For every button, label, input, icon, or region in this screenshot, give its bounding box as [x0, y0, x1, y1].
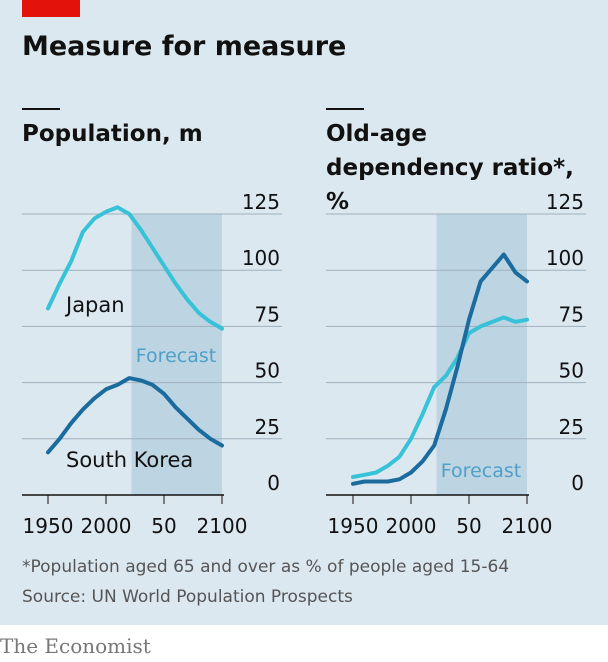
series-line: [46, 376, 224, 455]
y-tick-label: 0: [571, 471, 584, 495]
series-line: [351, 315, 529, 479]
forecast-shade: [131, 214, 222, 495]
y-tick-label: 100: [546, 246, 584, 270]
forecast-shade: [436, 214, 527, 495]
y-tick-label: 25: [559, 415, 584, 439]
x-tick-label: 2000: [81, 514, 132, 538]
forecast-label: Forecast: [441, 460, 521, 482]
x-tick-label: 1950: [23, 514, 74, 538]
title: Measure for measure: [22, 31, 346, 62]
y-tick-label: 75: [559, 302, 584, 326]
x-tick-label: 2100: [502, 514, 553, 538]
panel-title: Population, m: [22, 121, 203, 147]
y-tick-label: 100: [242, 246, 280, 270]
x-tick-label: 50: [151, 514, 176, 538]
source: Source: UN World Population Prospects: [22, 587, 353, 607]
series-label: Japan: [64, 293, 125, 317]
footnote: *Population aged 65 and over as % of peo…: [22, 557, 509, 577]
y-tick-label: 50: [255, 359, 280, 383]
x-tick-label: 2100: [197, 514, 248, 538]
x-tick-label: 2000: [386, 514, 437, 538]
brand-tag: [22, 0, 80, 17]
y-tick-label: 125: [242, 190, 280, 214]
y-tick-label: 0: [267, 471, 280, 495]
brand: The Economist: [0, 634, 151, 658]
y-tick-label: 75: [255, 302, 280, 326]
x-tick-label: 1950: [328, 514, 379, 538]
forecast-label: Forecast: [136, 345, 216, 367]
y-tick-label: 125: [546, 190, 584, 214]
series-line: [351, 252, 529, 486]
series-line: [46, 205, 224, 331]
panel-title: Old-age dependency ratio*, %: [326, 121, 574, 215]
series-label: South Korea: [66, 448, 193, 472]
y-tick-label: 25: [255, 415, 280, 439]
x-tick-label: 50: [456, 514, 481, 538]
y-tick-label: 50: [559, 359, 584, 383]
